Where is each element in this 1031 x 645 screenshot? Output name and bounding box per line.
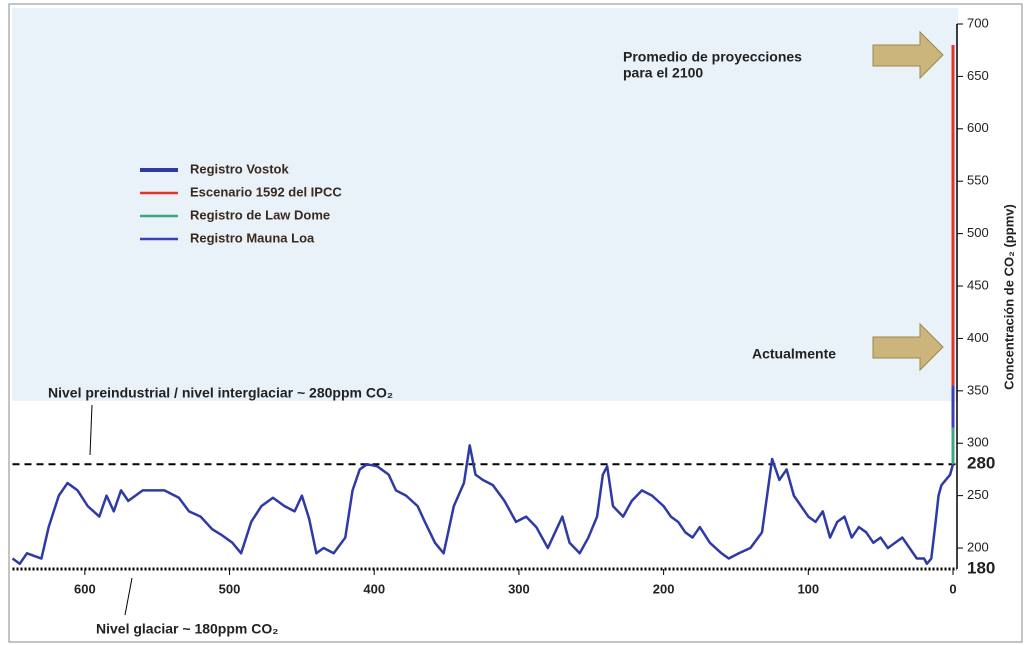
y-tick-label: 400 xyxy=(967,330,989,345)
y-tick-label: 700 xyxy=(967,15,989,30)
legend-label: Registro Mauna Loa xyxy=(190,230,315,245)
y-tick-label: 500 xyxy=(967,225,989,240)
x-tick-label: 300 xyxy=(508,581,530,596)
y-axis-label: Concentración de CO₂ (ppmv) xyxy=(1001,204,1016,390)
y-tick-label: 650 xyxy=(967,68,989,83)
annotation: Actualmente xyxy=(752,346,836,362)
reference-label: 280 xyxy=(967,454,995,473)
upper-background xyxy=(12,8,958,401)
y-tick-label: 250 xyxy=(967,487,989,502)
y-tick-label: 200 xyxy=(967,539,989,554)
x-tick-label: 500 xyxy=(219,581,241,596)
legend-label: Registro de Law Dome xyxy=(190,207,330,222)
x-tick-label: 600 xyxy=(74,581,96,596)
y-tick-label: 450 xyxy=(967,277,989,292)
y-tick-label: 600 xyxy=(967,120,989,135)
annotation: para el 2100 xyxy=(623,65,703,81)
x-tick-label: 100 xyxy=(797,581,819,596)
y-tick-label: 350 xyxy=(967,382,989,397)
y-tick-label: 300 xyxy=(967,435,989,450)
y-tick-label: 550 xyxy=(967,173,989,188)
annotation: Promedio de proyecciones xyxy=(623,49,802,65)
chart: Concentración de CO₂ (ppmv) 200 250 300 350… xyxy=(0,0,1031,645)
legend-label: Registro Vostok xyxy=(190,161,289,176)
annotation: Nivel preindustrial / nivel interglaciar… xyxy=(48,385,393,401)
x-tick-label: 400 xyxy=(363,581,385,596)
legend-label: Escenario 1592 del IPCC xyxy=(190,184,342,199)
annotation: Nivel glaciar ~ 180ppm CO₂ xyxy=(96,621,278,637)
reference-label: 180 xyxy=(967,558,995,577)
x-tick-label: 0 xyxy=(949,581,956,596)
x-tick-label: 200 xyxy=(653,581,675,596)
